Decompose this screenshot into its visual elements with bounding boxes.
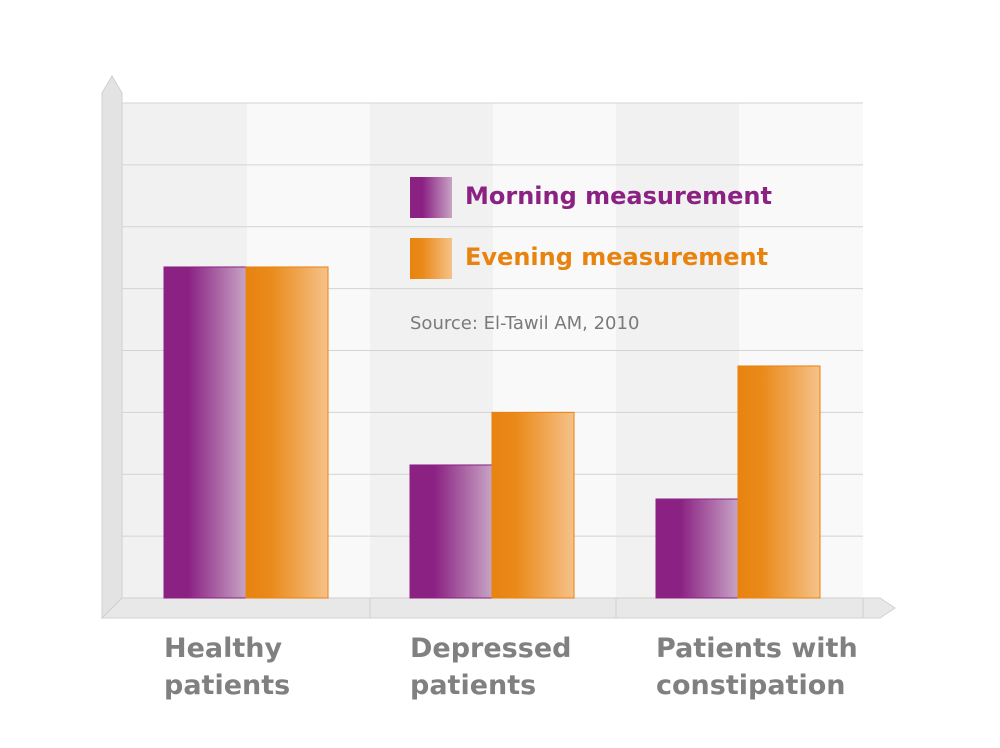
category-label-line: constipation: [656, 670, 846, 701]
bar-morning-3: [655, 498, 739, 599]
bar-evening-3: [737, 365, 821, 599]
bars: [163, 266, 821, 599]
category-label-1: Healthy patients: [164, 633, 290, 701]
legend-label-evening: Evening measurement: [465, 243, 768, 271]
category-label-line: patients: [410, 670, 536, 701]
bar-evening-2: [491, 411, 575, 599]
category-label-3: Patients with constipation: [656, 633, 858, 701]
legend-swatch-evening: [410, 238, 452, 279]
category-label-line: patients: [164, 670, 290, 701]
bar-evening-1: [245, 266, 329, 599]
source-annotation: Source: El-Tawil AM, 2010: [410, 313, 639, 334]
category-label-line: Patients with: [656, 633, 858, 664]
category-label-line: Depressed: [410, 633, 571, 664]
legend-swatch-morning: [410, 177, 452, 218]
legend-label-morning: Morning measurement: [465, 182, 772, 210]
bar-morning-1: [163, 266, 247, 599]
category-label-2: Depressed patients: [410, 633, 571, 701]
bar-morning-2: [409, 464, 493, 599]
legend: Morning measurement Evening measurement: [410, 177, 772, 279]
y-axis-wall: [101, 75, 123, 620]
x-axis-floor: [100, 597, 896, 619]
category-label-line: Healthy: [164, 633, 283, 664]
category-labels: Healthy patients Depressed patients Patients…: [164, 633, 858, 701]
